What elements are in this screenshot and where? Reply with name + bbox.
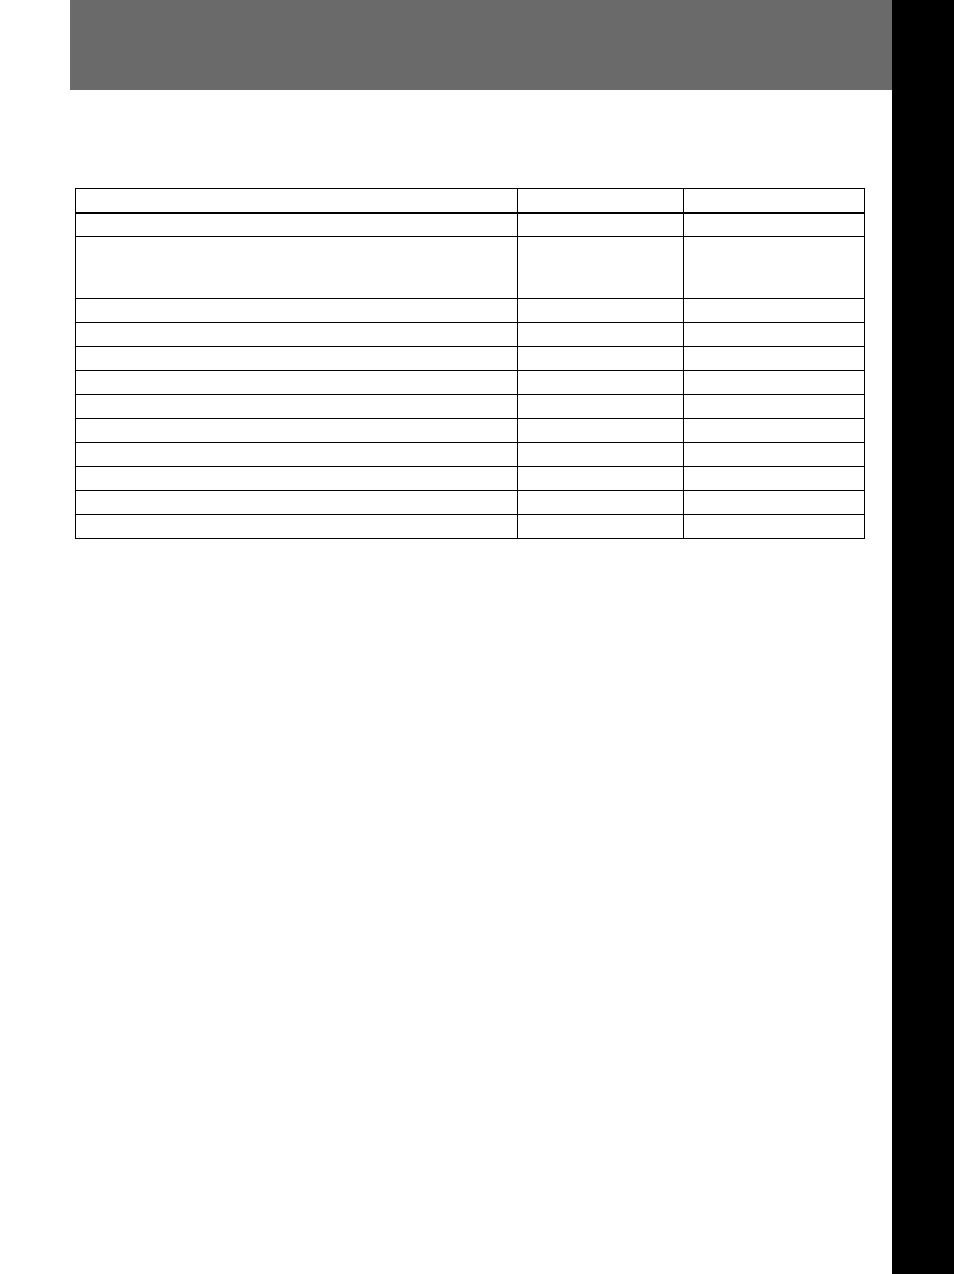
table-cell [683, 491, 864, 515]
table-row [76, 371, 865, 395]
table-cell [76, 467, 518, 491]
table-cell [683, 419, 864, 443]
table-cell [683, 395, 864, 419]
table-header-row [76, 189, 865, 213]
table-cell [76, 299, 518, 323]
table-cell [517, 347, 683, 371]
table-cell [683, 371, 864, 395]
table-cell [76, 323, 518, 347]
table-cell [683, 237, 864, 299]
table-row [76, 237, 865, 299]
table-header-cell [517, 189, 683, 213]
table-cell [517, 323, 683, 347]
table-row [76, 213, 865, 237]
right-side-strip [892, 0, 954, 1274]
table-row [76, 467, 865, 491]
table-cell [76, 371, 518, 395]
table-row [76, 347, 865, 371]
table-cell [76, 443, 518, 467]
table-cell [517, 213, 683, 237]
table-cell [76, 213, 518, 237]
table-cell [76, 419, 518, 443]
table-cell [683, 515, 864, 539]
content-area [75, 188, 865, 539]
table-row [76, 299, 865, 323]
table-header-cell [683, 189, 864, 213]
table-cell [76, 237, 518, 299]
table-cell [517, 491, 683, 515]
table-cell [517, 443, 683, 467]
table-cell [517, 419, 683, 443]
table-cell [683, 467, 864, 491]
table-row [76, 515, 865, 539]
table-cell [517, 299, 683, 323]
table-row [76, 419, 865, 443]
table-cell [76, 395, 518, 419]
table-row [76, 323, 865, 347]
table-cell [517, 515, 683, 539]
table-cell [517, 467, 683, 491]
table-cell [683, 347, 864, 371]
table-cell [683, 443, 864, 467]
header-bar [70, 0, 892, 90]
table-cell [683, 323, 864, 347]
table-cell [683, 299, 864, 323]
table-cell [76, 347, 518, 371]
data-table [75, 188, 865, 539]
table-header-cell [76, 189, 518, 213]
table-cell [517, 371, 683, 395]
table-cell [517, 395, 683, 419]
table-row [76, 491, 865, 515]
table-cell [683, 213, 864, 237]
table-row [76, 443, 865, 467]
table-row [76, 395, 865, 419]
table-cell [76, 515, 518, 539]
table-cell [76, 491, 518, 515]
table-cell [517, 237, 683, 299]
